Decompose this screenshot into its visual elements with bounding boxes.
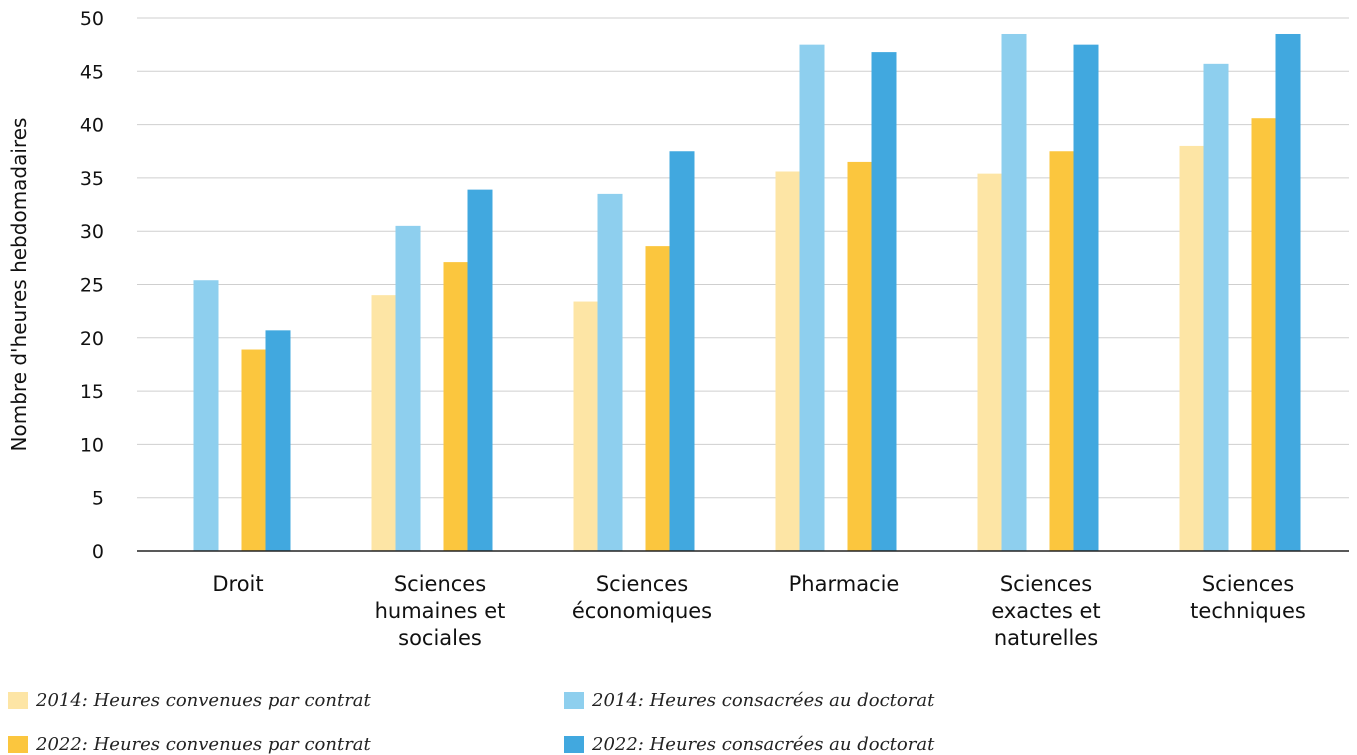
legend-label: 2014: Heures convenues par contrat (36, 690, 371, 711)
y-tick-label: 0 (92, 541, 104, 563)
bar (978, 174, 1003, 551)
bar (242, 350, 267, 551)
bar (1252, 118, 1277, 551)
gridlines (137, 18, 1349, 498)
x-tick-label-line: Sciences (1000, 572, 1092, 596)
x-tick-label-line: Pharmacie (789, 572, 900, 596)
bar (1074, 45, 1099, 551)
bar (872, 52, 897, 551)
bar (848, 162, 873, 551)
bar (598, 194, 623, 551)
bar (1180, 146, 1205, 551)
y-tick-label: 45 (80, 61, 104, 83)
bar (194, 280, 219, 551)
y-tick-label: 30 (80, 221, 104, 243)
bar (468, 190, 493, 551)
y-tick-label: 25 (80, 275, 104, 297)
y-tick-label: 35 (80, 168, 104, 190)
y-tick-label: 20 (80, 328, 104, 350)
y-tick-label: 15 (80, 381, 104, 403)
legend-swatch (8, 736, 28, 753)
x-tick-label-line: exactes et (991, 599, 1100, 623)
x-tick-label-line: Droit (212, 572, 263, 596)
legend: 2014: Heures convenues par contrat 2014:… (0, 684, 1357, 754)
x-tick-label: Sciences techniques (1190, 572, 1306, 623)
y-tick-label: 50 (80, 8, 104, 30)
axes: 0 5 10 15 20 25 30 35 40 45 50 Droit Sciences humaine… (80, 8, 1349, 650)
bar (776, 172, 801, 551)
legend-item: 2014: Heures consacrées au doctorat (564, 690, 934, 711)
x-tick-label: Sciences humaines et sociales (375, 572, 506, 650)
bar (372, 295, 397, 551)
legend-item: 2022: Heures convenues par contrat (8, 734, 371, 755)
x-tick-label: Pharmacie (789, 572, 900, 596)
bar (396, 226, 421, 551)
chart-svg: 0 5 10 15 20 25 30 35 40 45 50 Droit Sciences humaine… (0, 0, 1357, 680)
x-tick-label-line: humaines et (375, 599, 506, 623)
x-tick-label-line: techniques (1190, 599, 1306, 623)
y-tick-label: 10 (80, 434, 104, 456)
legend-label: 2022: Heures consacrées au doctorat (592, 734, 934, 755)
y-tick-label: 5 (92, 488, 104, 510)
bar (574, 302, 599, 551)
bar (1050, 151, 1075, 551)
legend-item: 2014: Heures convenues par contrat (8, 690, 371, 711)
legend-swatch (8, 692, 28, 709)
legend-item: 2022: Heures consacrées au doctorat (564, 734, 934, 755)
y-tick-label: 40 (80, 115, 104, 137)
bar (1276, 34, 1301, 551)
x-tick-label-line: Sciences (1202, 572, 1294, 596)
x-tick-label-line: économiques (572, 599, 712, 623)
x-tick-label: Sciences exactes et naturelles (991, 572, 1100, 650)
bars (194, 34, 1301, 551)
bar (800, 45, 825, 551)
legend-label: 2022: Heures convenues par contrat (36, 734, 371, 755)
legend-swatch (564, 736, 584, 753)
x-tick-label-line: Sciences (394, 572, 486, 596)
x-tick-label: Droit (212, 572, 263, 596)
legend-label: 2014: Heures consacrées au doctorat (592, 690, 934, 711)
x-tick-label-line: naturelles (994, 626, 1098, 650)
x-tick-label-line: sociales (398, 626, 482, 650)
x-tick-label: Sciences économiques (572, 572, 712, 623)
x-tick-label-line: Sciences (596, 572, 688, 596)
bar (670, 151, 695, 551)
bar (266, 330, 291, 551)
legend-swatch (564, 692, 584, 709)
bar (1204, 64, 1229, 551)
bar (444, 262, 469, 551)
y-axis-label: Nombre d'heures hebdomadaires (7, 118, 31, 452)
bar (1002, 34, 1027, 551)
bar (646, 246, 671, 551)
